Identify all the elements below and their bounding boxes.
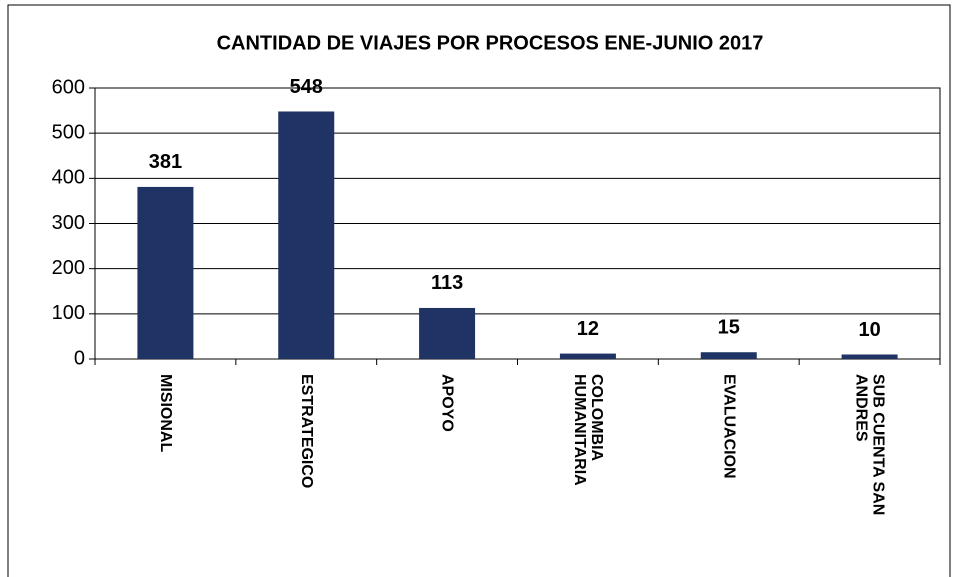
bar (137, 186, 194, 359)
frame (7, 4, 951, 577)
y-tick-label: 500 (52, 121, 85, 143)
value-label: 15 (718, 317, 740, 339)
x-tick-label: COLOMBIA HUMANITARIA (570, 374, 605, 486)
y-tick-label: 400 (52, 167, 85, 189)
x-tick-label: EVALUACION (720, 374, 738, 479)
y-tick-label: 100 (52, 302, 85, 324)
x-tick-label: ESTRATEGICO (297, 374, 315, 489)
bar (700, 352, 757, 359)
y-tick-label: 200 (52, 257, 85, 279)
x-tick-label: SUB CUENTA SAN ANDRES (852, 374, 887, 516)
bar (419, 307, 476, 359)
value-label: 10 (858, 319, 880, 341)
y-tick-label: 0 (74, 347, 85, 369)
x-tick-label: APOYO (438, 374, 456, 432)
x-tick-label: MISIONAL (156, 374, 174, 453)
bar (278, 111, 335, 359)
value-label: 381 (149, 151, 182, 173)
value-label: 12 (577, 318, 599, 340)
bar (841, 354, 898, 359)
y-tick-label: 600 (52, 76, 85, 98)
value-label: 113 (431, 272, 463, 294)
bar (559, 353, 616, 359)
value-label: 548 (290, 76, 323, 98)
chart-title: CANTIDAD DE VIAJES POR PROCESOS ENE-JUNI… (217, 32, 764, 54)
y-tick-label: 300 (52, 212, 85, 234)
